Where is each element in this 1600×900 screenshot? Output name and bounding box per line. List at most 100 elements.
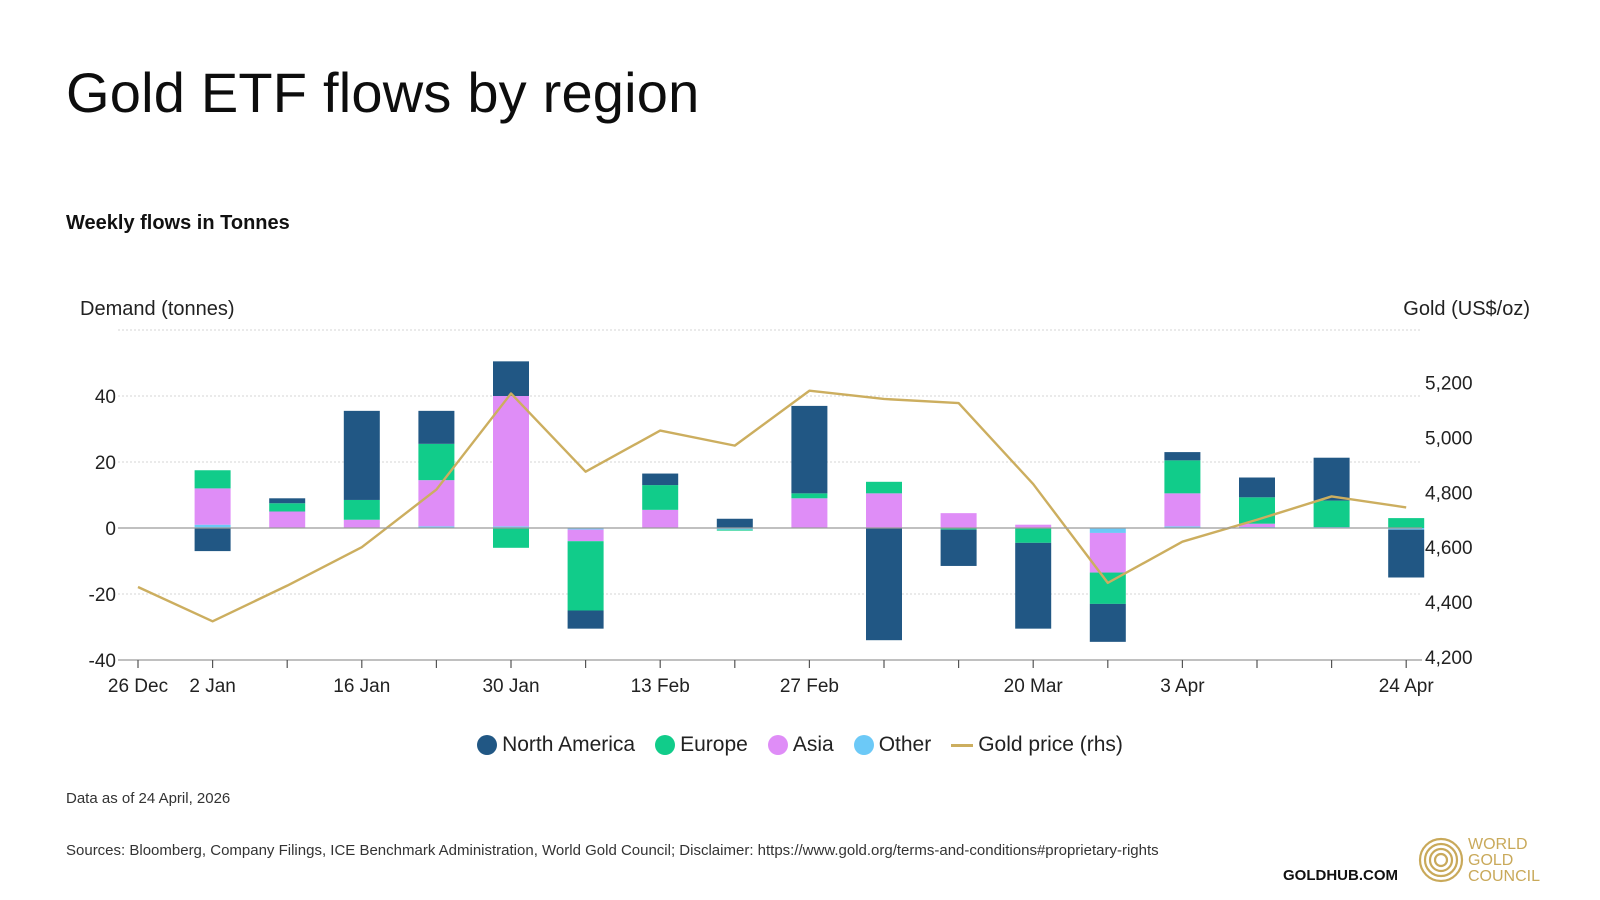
bar-north-america: [1164, 452, 1201, 461]
bar-asia: [866, 493, 902, 528]
x-tick-label: 27 Feb: [780, 676, 839, 697]
logo-line: GOLD: [1468, 852, 1514, 869]
chart-subtitle: Weekly flows in Tonnes: [66, 212, 290, 234]
bar-asia: [1239, 523, 1275, 528]
y-tick-label: 0: [105, 519, 116, 540]
bar-asia: [642, 509, 679, 528]
y-axis-label: Demand (tonnes): [80, 298, 235, 320]
goldhub-link[interactable]: GOLDHUB.COM: [1283, 867, 1398, 884]
logo-wordmark: WORLD GOLD COUNCIL: [1468, 837, 1540, 885]
bar-asia: [418, 480, 455, 527]
bar-asia: [194, 488, 231, 525]
legend-swatch-north-america: [477, 735, 498, 755]
bar-north-america: [493, 361, 529, 396]
gold-price-line: [137, 389, 1407, 623]
legend-label: Asia: [792, 733, 834, 756]
legend-item-other: Other: [853, 733, 932, 757]
axes: 40 20 0 -20 -40 5,200 5,000 4,800 4,600 4,400 4,20…: [89, 374, 1473, 698]
chart-title: Gold ETF flows by region: [66, 61, 700, 124]
sources-text: Sources: Bloomberg, Company Filings, ICE…: [66, 842, 1159, 859]
bar-other: [493, 526, 529, 528]
legend-item-europe: Europe: [655, 733, 748, 757]
bar-north-america: [791, 405, 828, 494]
bar-asia: [1164, 493, 1201, 527]
x-tick-label: 3 Apr: [1160, 676, 1205, 697]
y-tick-label: 20: [95, 453, 116, 474]
bar-other: [567, 528, 604, 530]
bar-north-america: [1089, 603, 1126, 642]
bar-europe: [1015, 528, 1052, 543]
bar-other: [194, 524, 231, 528]
bar-europe: [1089, 572, 1126, 604]
bar-other: [1164, 526, 1201, 528]
bar-asia: [343, 519, 380, 528]
y2-axis-label: Gold (US$/oz): [1403, 298, 1530, 320]
bar-europe: [1313, 500, 1350, 528]
y2-tick-label: 4,800: [1425, 483, 1473, 504]
legend-label: Europe: [680, 733, 748, 756]
bar-asia: [791, 498, 828, 528]
bar-north-america: [1015, 542, 1052, 629]
x-tick-label: 24 Apr: [1379, 676, 1435, 697]
legend: North America Europe Asia Other Gold pri…: [0, 733, 1600, 757]
bar-europe: [716, 529, 753, 531]
bar-europe: [269, 503, 306, 512]
world-gold-council-logo-icon: [1418, 837, 1464, 883]
legend-line-gold-price: [951, 743, 974, 747]
gold-price-line-group: [137, 389, 1407, 623]
bar-europe: [194, 470, 231, 489]
y2-tick-label: 5,000: [1425, 428, 1473, 449]
legend-item-north-america: North America: [477, 733, 635, 757]
bar-europe: [1164, 460, 1201, 494]
x-tick-label: 13 Feb: [631, 676, 690, 697]
bar-north-america: [343, 410, 380, 500]
bar-other: [1089, 528, 1126, 533]
bar-europe: [940, 528, 977, 530]
bar-europe: [791, 493, 828, 499]
bar-europe: [866, 481, 902, 494]
bar-asia: [493, 396, 529, 527]
bars: [194, 361, 1425, 642]
x-tick-label: 30 Jan: [482, 676, 539, 697]
bar-north-america: [940, 529, 977, 566]
y-tick-label: 40: [95, 387, 116, 408]
bar-north-america: [1239, 477, 1275, 498]
y2-tick-label: 4,400: [1425, 593, 1473, 614]
bar-north-america: [194, 528, 231, 552]
bar-north-america: [866, 528, 902, 641]
legend-item-asia: Asia: [767, 733, 834, 757]
chart-area: Demand (tonnes) Gold (US$/oz) 40 20 0 -20 -4…: [80, 298, 1530, 698]
bar-europe: [567, 541, 604, 611]
y2-tick-label: 4,600: [1425, 538, 1473, 559]
bar-asia: [940, 513, 977, 528]
bar-north-america: [642, 473, 679, 486]
legend-swatch-asia: [767, 735, 788, 755]
logo-line: WORLD: [1468, 836, 1528, 853]
legend-item-gold-price: Gold price (rhs): [951, 733, 1123, 757]
legend-swatch-other: [853, 735, 874, 755]
bar-north-america: [716, 518, 753, 528]
bar-north-america: [269, 498, 306, 504]
legend-label: Other: [878, 733, 932, 756]
x-tick-label: 2 Jan: [189, 676, 235, 697]
bar-europe: [642, 485, 679, 510]
bar-other: [1388, 528, 1425, 530]
x-tick-label: 26 Dec: [108, 676, 168, 697]
x-tick-label: 16 Jan: [333, 676, 390, 697]
y2-tick-label: 4,200: [1425, 648, 1473, 669]
bar-other: [716, 528, 753, 530]
y2-tick-label: 5,200: [1425, 374, 1473, 395]
bar-europe: [343, 499, 380, 520]
y-tick-label: -20: [89, 585, 116, 606]
bar-asia: [567, 529, 604, 542]
y-tick-label: -40: [89, 651, 116, 672]
gridlines: [118, 329, 1422, 661]
bar-asia: [269, 511, 306, 528]
x-tick-label: 20 Mar: [1004, 676, 1064, 697]
data-note: Data as of 24 April, 2026: [66, 790, 231, 807]
bar-asia: [1015, 524, 1052, 528]
bar-north-america: [1388, 529, 1425, 578]
bar-north-america: [418, 410, 455, 444]
bar-europe: [1388, 518, 1425, 528]
legend-label: Gold price (rhs): [978, 733, 1123, 756]
